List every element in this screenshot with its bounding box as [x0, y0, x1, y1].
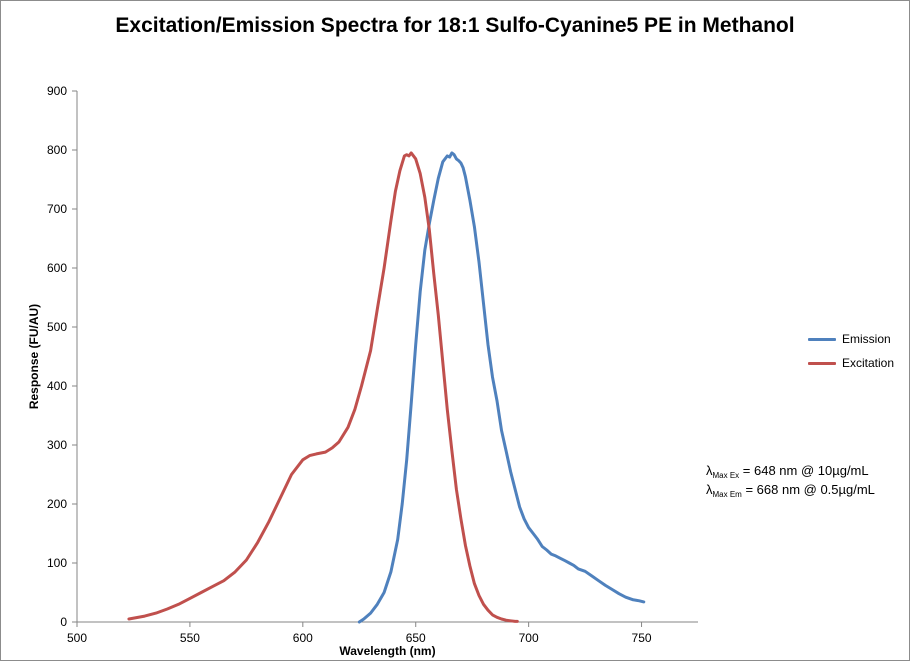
y-tick-label: 300 [47, 438, 67, 452]
y-tick-label: 600 [47, 261, 67, 275]
y-tick-label: 900 [47, 84, 67, 98]
annotation-text: = 668 nm @ 0.5µg/mL [741, 482, 875, 497]
y-tick-label: 500 [47, 320, 67, 334]
y-tick-label: 400 [47, 379, 67, 393]
y-axis-title: Response (FU/AU) [27, 304, 41, 409]
legend-swatch-excitation [808, 362, 836, 365]
legend-label-excitation: Excitation [842, 356, 895, 370]
x-tick-label: 700 [519, 631, 539, 645]
x-tick-label: 550 [180, 631, 200, 645]
annotation-line-excitation: λMax Ex = 648 nm @ 10µg/mL [706, 462, 875, 481]
series-line-emission [357, 151, 646, 624]
x-tick-label: 650 [406, 631, 426, 645]
x-tick-label: 750 [632, 631, 652, 645]
lambda-symbol: λ [706, 482, 713, 497]
x-tick-label: 600 [293, 631, 313, 645]
lambda-annotation: λMax Ex = 648 nm @ 10µg/mL λMax Em = 668… [706, 462, 875, 500]
chart-title: Excitation/Emission Spectra for 18:1 Sul… [115, 14, 795, 37]
annotation-subscript: Max Em [712, 490, 742, 499]
legend-swatch-emission [808, 338, 836, 341]
y-tick-label: 0 [60, 615, 67, 629]
lambda-symbol: λ [706, 463, 713, 478]
x-tick-label: 500 [67, 631, 87, 645]
annotation-line-emission: λMax Em = 668 nm @ 0.5µg/mL [706, 481, 875, 500]
legend-label-emission: Emission [842, 332, 891, 346]
series-line-excitation [127, 151, 519, 623]
y-tick-label: 100 [47, 556, 67, 570]
y-tick-label: 800 [47, 143, 67, 157]
x-axis-title: Wavelength (nm) [339, 644, 435, 658]
y-tick-label: 200 [47, 497, 67, 511]
y-tick-label: 700 [47, 202, 67, 216]
annotation-text: = 648 nm @ 10µg/mL [739, 463, 869, 478]
annotation-subscript: Max Ex [712, 471, 740, 480]
